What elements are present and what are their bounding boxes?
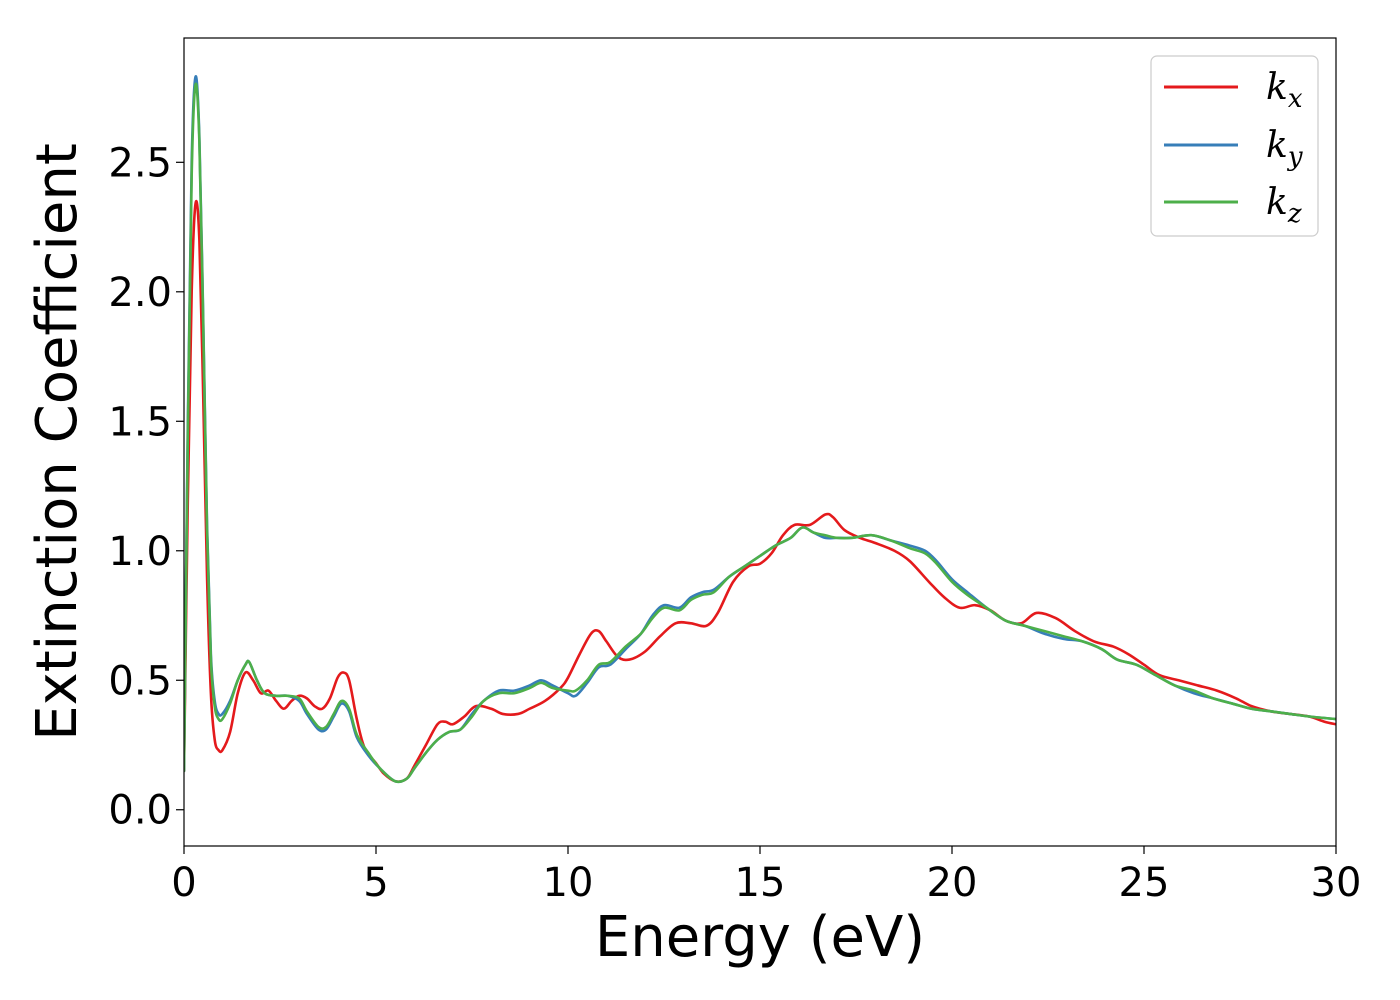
y-tick-label: 0.5 xyxy=(108,658,172,704)
x-tick-label: 25 xyxy=(1119,860,1170,906)
y-tick-label: 2.0 xyxy=(108,270,172,316)
x-axis: 0 5 10 15 20 25 30 xyxy=(171,846,1361,906)
y-tick-label: 1.5 xyxy=(108,399,172,445)
legend-label-k-z: kz xyxy=(1266,182,1302,229)
series-line-k-z xyxy=(184,82,1336,784)
y-tick-label: 0.0 xyxy=(108,788,172,834)
x-tick-label: 15 xyxy=(735,860,786,906)
x-tick-label: 10 xyxy=(543,860,594,906)
x-tick-label: 30 xyxy=(1311,860,1362,906)
series-line-k-x xyxy=(184,199,1336,783)
x-tick-label: 0 xyxy=(171,860,196,906)
legend-label-main: k xyxy=(1266,125,1288,166)
legend-label-main: k xyxy=(1266,67,1288,108)
legend-label-k-y: ky xyxy=(1266,125,1303,172)
y-axis-label: Extinction Coefficient xyxy=(25,143,90,741)
x-tick-label: 5 xyxy=(363,860,388,906)
x-axis-label: Energy (eV) xyxy=(595,905,925,970)
x-tick-label: 20 xyxy=(927,860,978,906)
y-tick-label: 2.5 xyxy=(108,140,172,186)
y-tick-label: 1.0 xyxy=(108,529,172,575)
series-layer xyxy=(184,75,1336,784)
legend-label-k-x: kx xyxy=(1266,67,1303,114)
legend-label-sub: y xyxy=(1287,142,1303,172)
legend-label-sub: x xyxy=(1288,84,1303,114)
legend-label-main: k xyxy=(1266,182,1288,223)
legend-label-sub: z xyxy=(1287,199,1302,229)
y-axis: 0.0 0.5 1.0 1.5 2.0 2.5 xyxy=(108,140,184,834)
